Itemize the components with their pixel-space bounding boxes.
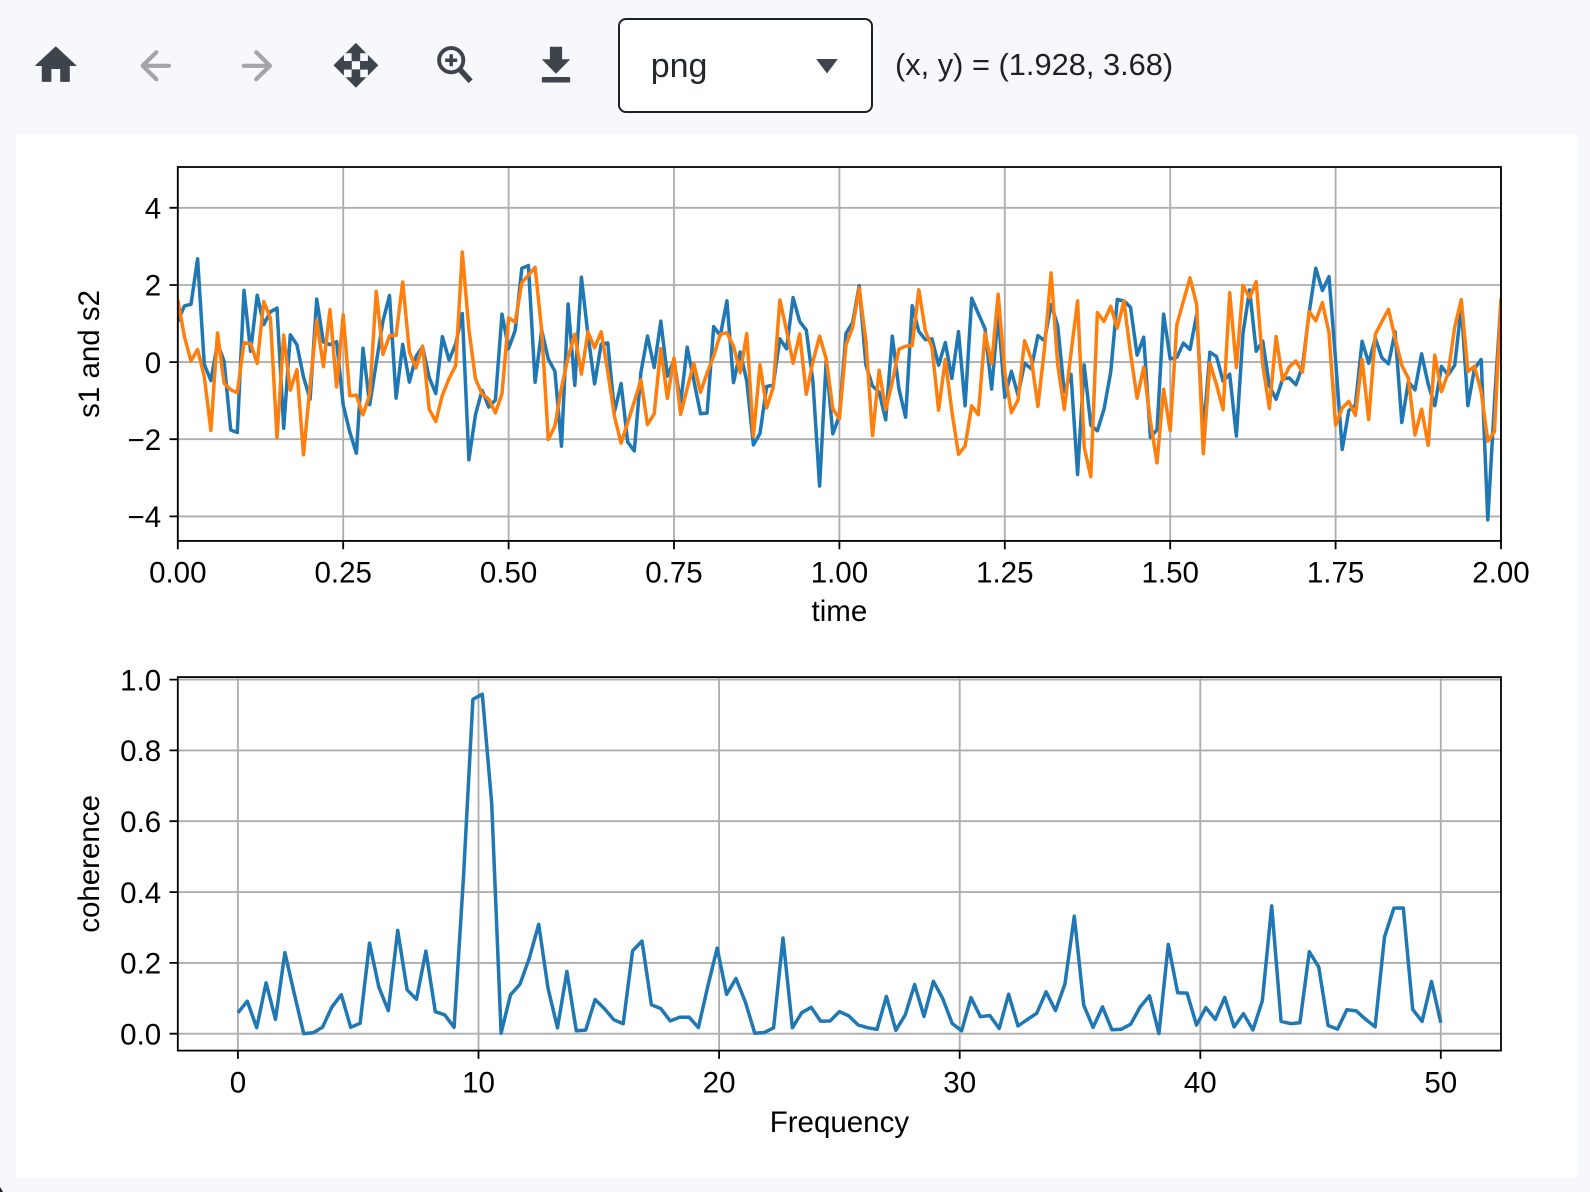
svg-text:0.8: 0.8 <box>120 735 161 768</box>
svg-text:4: 4 <box>145 192 161 225</box>
svg-text:10: 10 <box>462 1066 495 1099</box>
svg-text:coherence: coherence <box>73 795 106 933</box>
svg-text:0.25: 0.25 <box>314 556 371 589</box>
svg-text:time: time <box>811 595 867 628</box>
svg-text:0: 0 <box>229 1066 245 1099</box>
svg-text:0.00: 0.00 <box>149 556 206 589</box>
svg-text:2.00: 2.00 <box>1472 556 1529 589</box>
svg-text:Frequency: Frequency <box>770 1106 910 1139</box>
svg-text:1.0: 1.0 <box>120 664 161 697</box>
svg-text:50: 50 <box>1424 1066 1457 1099</box>
svg-text:1.50: 1.50 <box>1141 556 1198 589</box>
svg-text:0.6: 0.6 <box>120 806 161 839</box>
svg-text:0.4: 0.4 <box>120 877 161 910</box>
svg-text:30: 30 <box>943 1066 976 1099</box>
svg-text:0.0: 0.0 <box>120 1018 161 1051</box>
svg-text:0.50: 0.50 <box>480 556 537 589</box>
svg-text:1.25: 1.25 <box>976 556 1033 589</box>
svg-text:0: 0 <box>145 347 161 380</box>
svg-text:−4: −4 <box>127 501 161 534</box>
svg-text:−2: −2 <box>127 424 161 457</box>
svg-text:0.2: 0.2 <box>120 947 161 980</box>
svg-text:0.75: 0.75 <box>645 556 702 589</box>
svg-text:1.00: 1.00 <box>810 556 867 589</box>
svg-text:40: 40 <box>1184 1066 1217 1099</box>
svg-text:1.75: 1.75 <box>1307 556 1364 589</box>
svg-text:s1 and s2: s1 and s2 <box>73 290 106 418</box>
svg-text:2: 2 <box>145 270 161 303</box>
svg-text:20: 20 <box>702 1066 735 1099</box>
